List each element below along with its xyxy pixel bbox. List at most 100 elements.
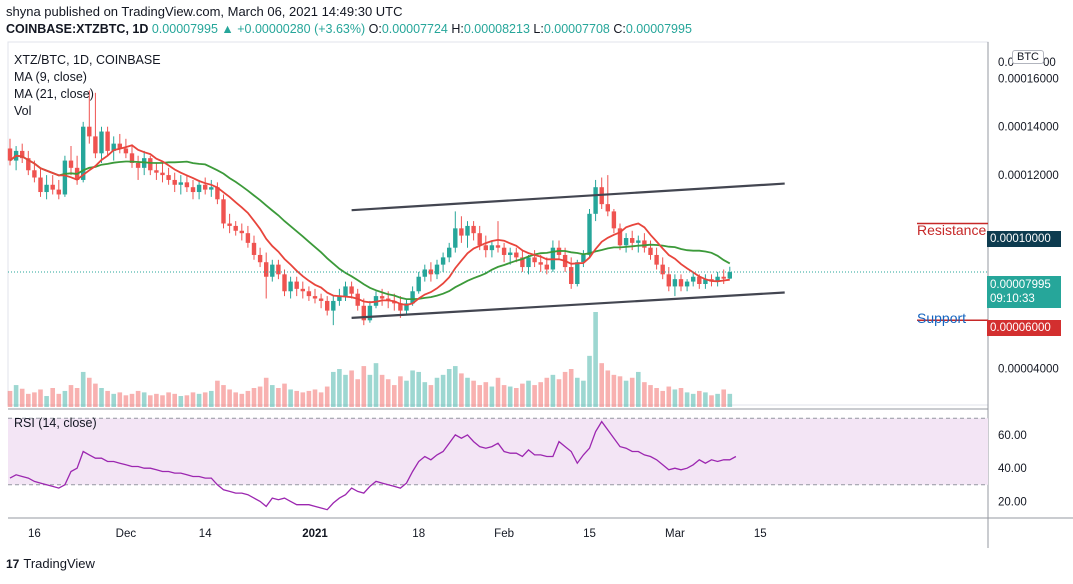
volume-bar (166, 392, 171, 407)
volume-bar (239, 393, 245, 407)
volume-bar (556, 379, 562, 407)
candle-body (123, 148, 129, 154)
volume-bar (404, 380, 409, 407)
volume-bar (233, 392, 238, 407)
candle-body (270, 264, 275, 277)
volume-bar (379, 374, 385, 407)
volume-bar (148, 395, 153, 407)
legend-rsi[interactable]: RSI (14, close) (14, 416, 97, 430)
volume-bar (623, 380, 629, 407)
candle-body (318, 298, 324, 301)
candle-body (178, 182, 183, 185)
tradingview-brand: TradingView (23, 556, 95, 571)
volume-bar (135, 390, 141, 407)
volume-bar (123, 395, 129, 407)
volume-bar (80, 371, 86, 407)
candle-body (514, 252, 519, 258)
volume-bar (532, 385, 537, 407)
volume-bar (550, 374, 556, 407)
time-tick-label: 15 (754, 528, 767, 540)
tradingview-logo[interactable]: 17 TradingView (6, 556, 95, 571)
channel-upper-line (351, 182, 785, 212)
candle-body (642, 240, 647, 248)
low-value: 0.00007708 (543, 22, 610, 36)
candle-body (99, 131, 104, 154)
volume-bar (575, 377, 580, 407)
candle-body (489, 245, 495, 251)
price-tick-label-partial-tail: 00 (1043, 57, 1056, 69)
ohlc-bar: COINBASE:XTZBTC, 1D 0.00007995 ▲ +0.0000… (6, 22, 692, 36)
legend-volume[interactable]: Vol (14, 104, 32, 118)
candle-body (300, 288, 305, 292)
volume-bar (257, 386, 263, 407)
volume-bar (507, 386, 513, 407)
candle-body (654, 254, 659, 265)
candle-body (587, 213, 592, 255)
candle-body (129, 153, 135, 163)
candle-body (361, 305, 366, 321)
volume-bar (709, 395, 714, 407)
volume-bar (715, 393, 720, 407)
price-tick-label: 0.00012000 (998, 170, 1059, 182)
symbol-label[interactable]: COINBASE:XTZBTC, 1D (6, 22, 149, 36)
legend-ma21[interactable]: MA (21, close) (14, 87, 94, 101)
candle-body (111, 143, 116, 151)
volume-bar (117, 392, 123, 407)
candle-body (325, 300, 330, 311)
volume-bar (446, 369, 452, 407)
volume-bar (385, 379, 391, 407)
volume-bar (50, 388, 55, 407)
volume-bar (288, 389, 293, 407)
candle-body (398, 303, 403, 311)
volume-bar (434, 377, 440, 407)
volume-bar (32, 392, 37, 407)
volume-bar (129, 393, 135, 407)
volume-bar (282, 383, 287, 407)
candle-body (703, 279, 708, 284)
candle-body (209, 187, 214, 190)
candle-body (32, 170, 37, 178)
candle-body (282, 274, 287, 292)
volume-bar (367, 374, 373, 407)
candle-body (459, 228, 464, 236)
volume-bar (398, 376, 403, 407)
volume-bar (544, 377, 550, 407)
close-value: 0.00007995 (625, 22, 692, 36)
candle-body (611, 211, 617, 229)
candle-body (257, 254, 263, 263)
candle-body (68, 160, 74, 168)
volume-bar (324, 386, 330, 407)
volume-bar (678, 388, 684, 407)
candle-body (636, 240, 641, 243)
price-tick-label-partial: 0.0 (998, 57, 1014, 69)
volume-bar (654, 388, 659, 407)
ma9-line (9, 144, 730, 306)
volume-bar (154, 393, 159, 407)
currency-badge[interactable]: BTC (1012, 50, 1044, 64)
volume-bar (245, 390, 251, 407)
legend-title[interactable]: XTZ/BTC, 1D, COINBASE (14, 53, 161, 67)
volume-bar (721, 389, 726, 407)
rsi-band (8, 418, 988, 485)
candle-body (471, 225, 476, 234)
candle-body (337, 296, 342, 301)
time-tick-label: Dec (116, 528, 137, 540)
volume-bar (331, 371, 336, 407)
volume-bar (221, 385, 226, 407)
rsi-line (9, 420, 737, 511)
low-label: L: (533, 22, 544, 36)
candle-body (367, 305, 373, 321)
candle-body (349, 286, 354, 294)
legend-ma9[interactable]: MA (9, close) (14, 70, 87, 84)
candle-body (166, 175, 171, 180)
resistance-annotation: Resistance (917, 222, 987, 238)
open-value: 0.00007724 (381, 22, 448, 36)
volume-bar (422, 382, 428, 407)
volume-bar (337, 369, 342, 407)
candle-body (581, 254, 586, 263)
candle-body (190, 187, 196, 193)
candle-body (312, 296, 318, 299)
volume-bar (526, 380, 531, 407)
volume-bar (459, 373, 464, 407)
